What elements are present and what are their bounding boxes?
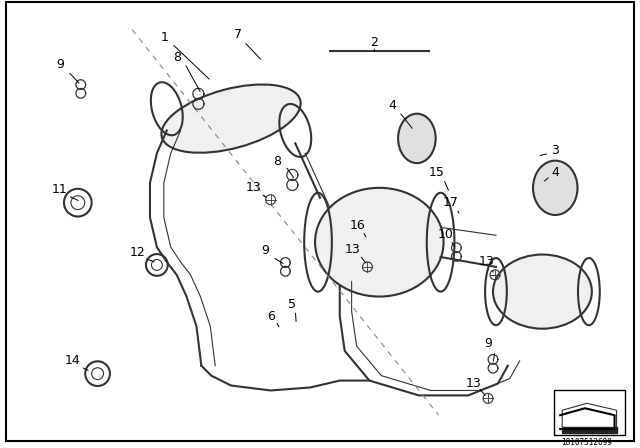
- Text: 13: 13: [345, 243, 360, 256]
- Text: 3: 3: [551, 144, 559, 157]
- Ellipse shape: [533, 161, 577, 215]
- Ellipse shape: [315, 188, 444, 297]
- Text: 13: 13: [478, 255, 494, 268]
- Text: 9: 9: [484, 337, 492, 350]
- Text: 17: 17: [442, 196, 458, 209]
- Text: 4: 4: [388, 99, 396, 112]
- Polygon shape: [562, 403, 616, 433]
- Text: 13: 13: [465, 377, 481, 390]
- Text: 9: 9: [56, 58, 64, 71]
- Text: 15: 15: [429, 167, 445, 180]
- Text: 4: 4: [551, 167, 559, 180]
- Text: 18107512699: 18107512699: [561, 438, 612, 447]
- Text: 11: 11: [52, 183, 68, 196]
- Polygon shape: [562, 427, 616, 433]
- Ellipse shape: [398, 114, 436, 163]
- FancyBboxPatch shape: [554, 391, 625, 435]
- Text: 8: 8: [173, 51, 180, 64]
- Text: 16: 16: [349, 219, 365, 232]
- Text: 8: 8: [273, 155, 282, 168]
- Text: 7: 7: [234, 28, 242, 41]
- Text: 2: 2: [371, 36, 378, 49]
- Text: 6: 6: [267, 310, 275, 323]
- Text: 1: 1: [161, 31, 169, 44]
- Text: 5: 5: [289, 298, 296, 311]
- Text: 13: 13: [246, 181, 262, 194]
- Ellipse shape: [161, 85, 301, 153]
- Text: 9: 9: [262, 244, 269, 257]
- Text: 10: 10: [438, 228, 454, 241]
- Ellipse shape: [493, 254, 592, 329]
- Text: 12: 12: [129, 246, 145, 258]
- Text: 14: 14: [65, 354, 81, 367]
